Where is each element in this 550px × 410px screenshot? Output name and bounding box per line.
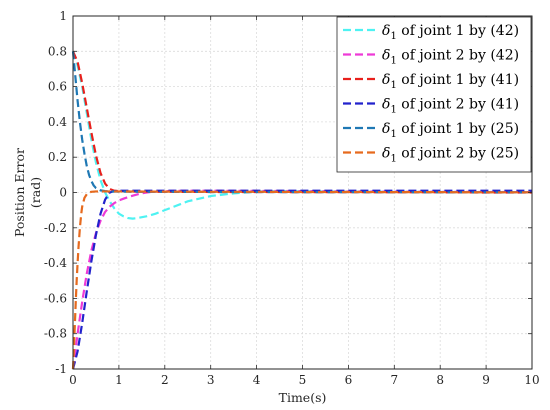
series-line-4 — [71, 189, 532, 370]
x-tick-label: 5 — [299, 373, 307, 387]
y-axis-label-line2: (rad) — [28, 177, 43, 208]
legend-entry-2: δ1 of joint 2 by (42) — [382, 48, 519, 67]
y-tick-label: 0.6 — [48, 80, 67, 94]
x-tick-label: 1 — [115, 373, 123, 387]
x-tick-label: 4 — [253, 373, 261, 387]
legend-entry-5: δ1 of joint 1 by (25) — [382, 121, 519, 140]
y-axis-label-line1: Position Error — [12, 148, 27, 237]
y-tick-label: -0.2 — [44, 221, 67, 235]
y-tick-label: -0.8 — [44, 327, 67, 341]
y-tick-label: 0.4 — [48, 115, 67, 129]
tick-labels: 0 1 2 3 4 5 6 7 8 9 10 -1 -0.8 -0.6 -0.4 -0.2 0 0.2 0.4 0.6… — [44, 9, 540, 387]
x-tick-label: 9 — [482, 373, 490, 387]
y-tick-label: -1 — [55, 362, 67, 376]
x-tick-label: 6 — [345, 373, 353, 387]
legend: δ1 of joint 1 by (42) δ1 of joint 2 by (4… — [336, 16, 532, 173]
x-tick-label: 2 — [161, 373, 169, 387]
axis-ticks — [72, 15, 533, 370]
x-axis-label: Time(s) — [279, 390, 327, 405]
x-tick-label: 8 — [436, 373, 444, 387]
legend-entry-3: δ1 of joint 1 by (41) — [382, 72, 519, 91]
series-line-1 — [71, 50, 533, 220]
y-tick-label: 0.2 — [48, 150, 67, 164]
y-axis-label: Position Error (rad) — [12, 148, 43, 237]
legend-entry-6: δ1 of joint 2 by (25) — [382, 146, 519, 165]
x-tick-label: 0 — [69, 373, 77, 387]
y-tick-label: -0.6 — [44, 291, 67, 305]
legend-entry-4: δ1 of joint 2 by (41) — [382, 97, 519, 116]
y-tick-label: 1 — [59, 9, 67, 23]
legend-entry-1: δ1 of joint 1 by (42) — [382, 23, 519, 42]
y-tick-label: 0.8 — [48, 44, 67, 58]
series-lines — [71, 50, 533, 370]
legend-box — [336, 16, 532, 173]
y-tick-label: -0.4 — [44, 256, 68, 270]
y-tick-label: 0 — [59, 186, 67, 200]
x-tick-label: 10 — [524, 373, 539, 387]
x-tick-label: 7 — [390, 373, 398, 387]
series-line-6 — [71, 190, 532, 370]
x-tick-label: 3 — [207, 373, 215, 387]
